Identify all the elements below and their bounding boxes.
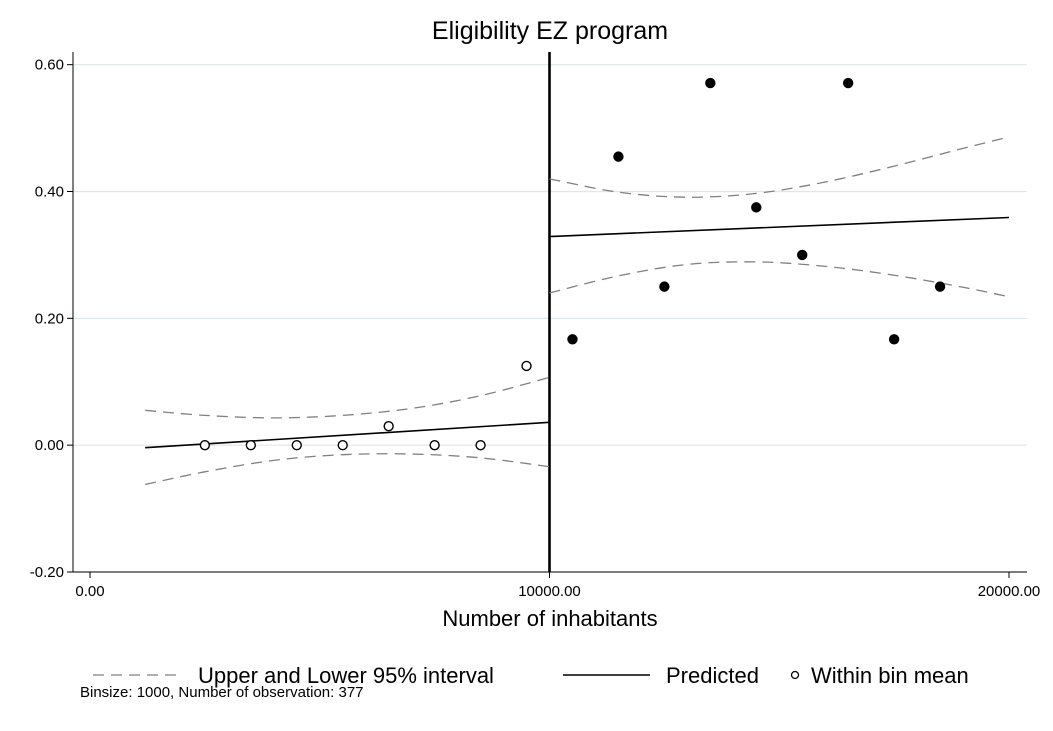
bin-mean-point (613, 151, 624, 162)
axes (67, 52, 1027, 578)
chart-title: Eligibility EZ program (432, 17, 668, 45)
x-tick-label: 0.00 (75, 583, 104, 600)
legend-bin-mean-label: Within bin mean (811, 663, 969, 688)
interval-line (145, 376, 550, 419)
tick-labels: -0.20 0.00 0.20 0.40 0.60 0.00 10000.00 20000.0… (30, 57, 1040, 600)
bin-mean-point (705, 77, 716, 89)
bin-mean-point (475, 439, 486, 451)
interval-line (549, 261, 1010, 298)
y-tick-label: 0.20 (35, 310, 64, 327)
bin-mean-point (842, 77, 854, 89)
footnote: Binsize: 1000, Number of observation: 37… (80, 684, 364, 701)
bin-mean-point (245, 439, 257, 451)
predicted-line (549, 216, 1010, 238)
bin-mean-point (429, 439, 440, 451)
bin-mean-point (337, 439, 348, 451)
bin-mean-point (291, 439, 302, 451)
bin-mean-point (567, 334, 578, 345)
bin-mean-point (797, 249, 808, 261)
legend-predicted-label: Predicted (666, 663, 759, 688)
bin-mean-point (751, 202, 762, 213)
bin-mean-point (659, 281, 670, 292)
y-tick-label: -0.20 (30, 564, 64, 581)
bin-mean-points (199, 77, 946, 451)
bin-mean-point (199, 439, 211, 451)
interval-lines (145, 136, 1010, 486)
bin-mean-point (934, 281, 946, 292)
legend-interval-label: Upper and Lower 95% interval (198, 663, 494, 688)
y-tick-label: 0.00 (35, 437, 64, 454)
x-tick-label: 20000.00 (978, 583, 1041, 600)
interval-line (549, 136, 1010, 198)
x-tick-label: 10000.00 (518, 583, 581, 600)
predicted-lines (145, 216, 1010, 449)
bin-mean-point (888, 334, 900, 345)
legend-bin-mean-marker (790, 670, 800, 680)
bin-mean-point (521, 360, 532, 372)
y-tick-label: 0.60 (35, 57, 64, 74)
y-tick-label: 0.40 (35, 184, 64, 201)
interval-line (145, 453, 550, 486)
predicted-line (145, 421, 550, 449)
legend: Upper and Lower 95% interval Predicted W… (93, 663, 969, 688)
bin-mean-point (383, 420, 394, 432)
x-axis-label: Number of inhabitants (442, 606, 657, 631)
